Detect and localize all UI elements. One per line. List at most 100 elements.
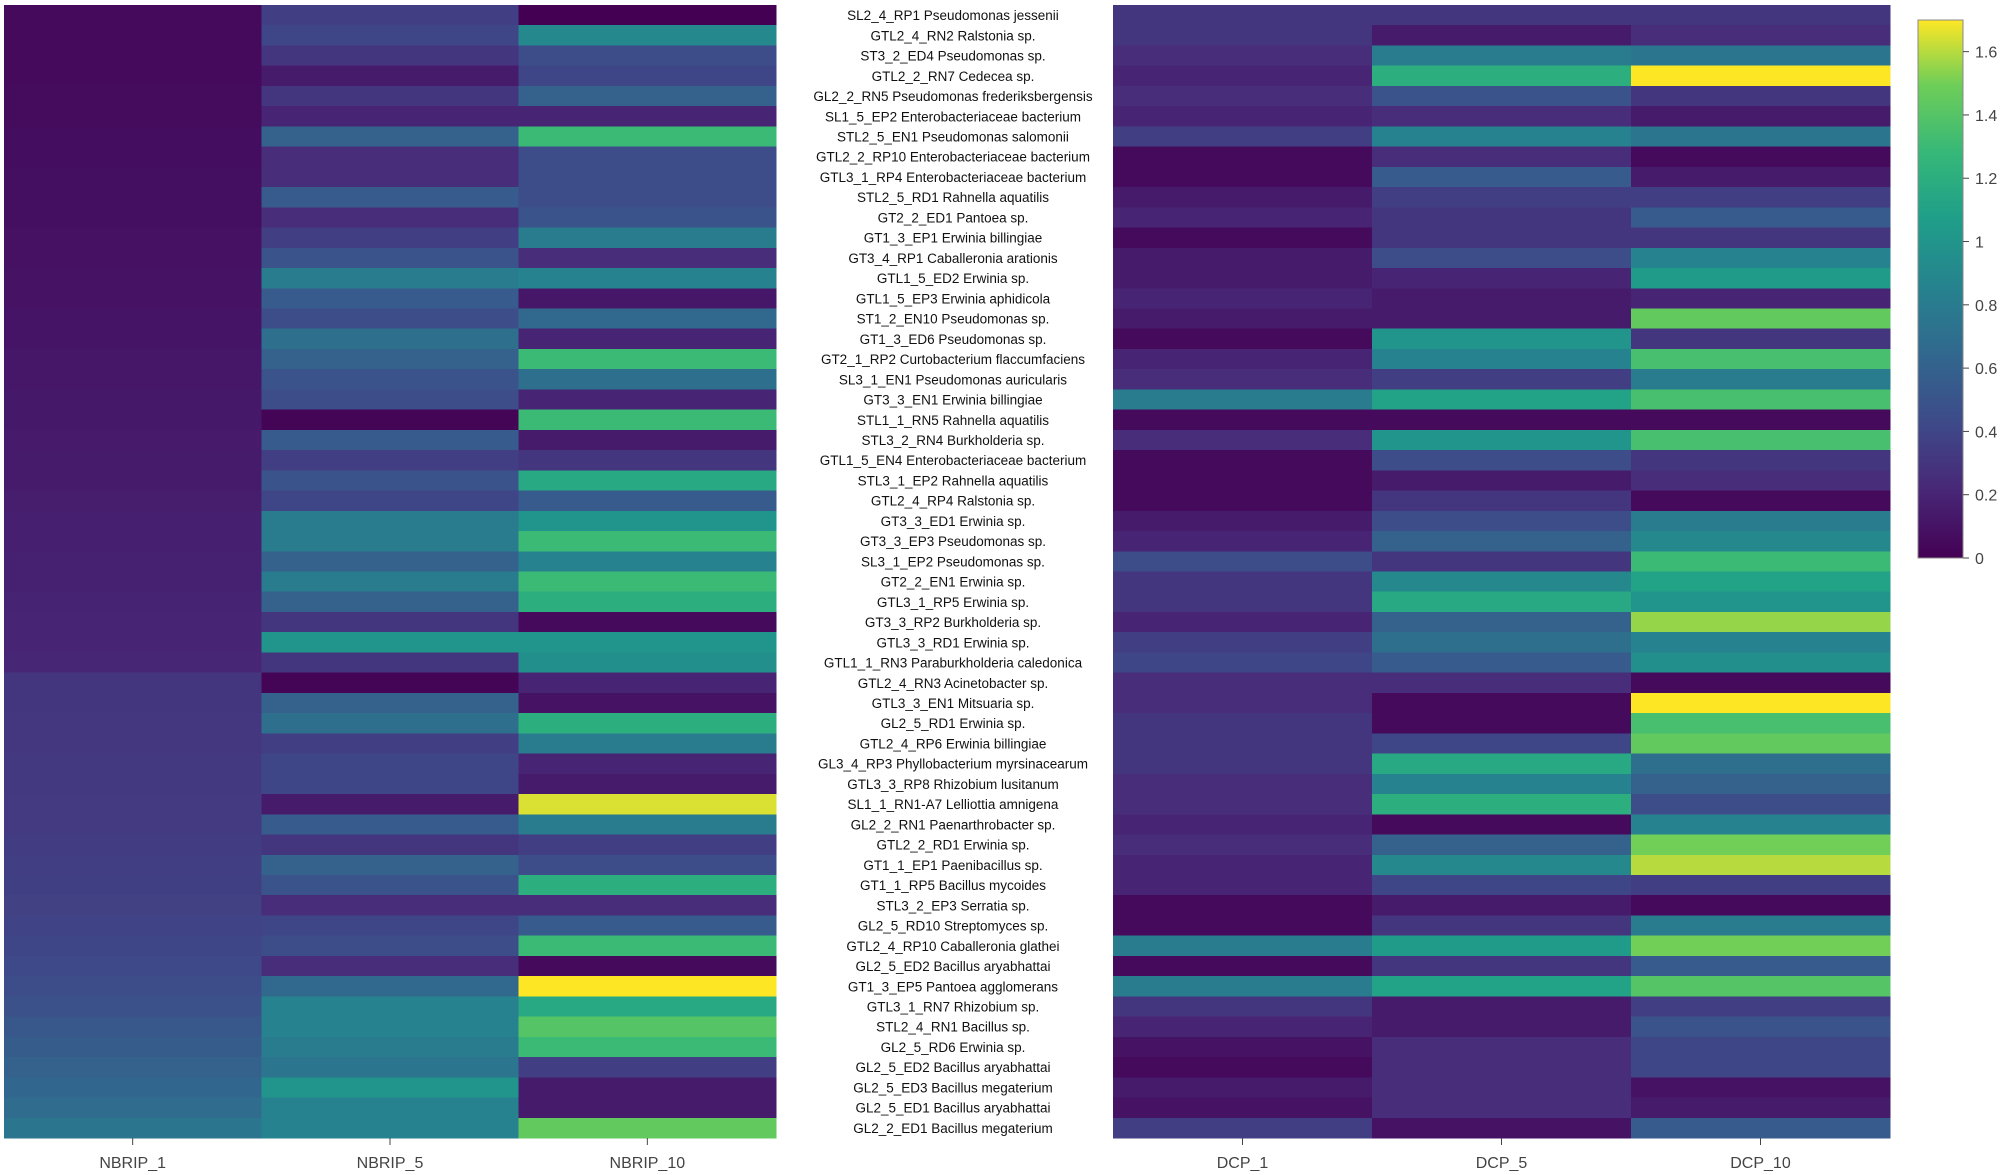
left-heatmap-cell (261, 328, 520, 350)
left-heatmap-cell (4, 85, 262, 107)
right-heatmap-cell (1113, 166, 1373, 188)
right-heatmap-cell (1372, 591, 1632, 613)
right-heatmap-cell (1372, 348, 1632, 370)
left-heatmap-cell (518, 85, 777, 107)
right-heatmap-cell (1113, 1097, 1373, 1119)
left-x-axis: NBRIP_1 NBRIP_5 NBRIP_10 (99, 1138, 685, 1172)
x-tick-label: NBRIP_10 (610, 1155, 686, 1172)
right-heatmap-cell (1113, 247, 1373, 269)
left-heatmap-cell (261, 207, 520, 229)
colorbar-tick-label: 0.2 (1975, 488, 1997, 505)
x-tick-label: NBRIP_5 (357, 1155, 424, 1172)
left-heatmap-cell (518, 65, 777, 87)
right-heatmap-cell (1113, 470, 1373, 492)
left-heatmap-cell (4, 470, 262, 492)
x-tick-label: DCP_1 (1217, 1155, 1269, 1172)
right-heatmap-cell (1113, 611, 1373, 633)
right-heatmap-cell (1113, 106, 1373, 127)
right-heatmap-cell (1631, 1077, 1891, 1099)
left-heatmap-cell (518, 591, 777, 613)
right-heatmap-cell (1631, 348, 1891, 370)
right-heatmap-cell (1631, 85, 1891, 107)
right-heatmap-cell (1631, 247, 1891, 269)
left-heatmap-cell (4, 531, 262, 552)
right-heatmap-cell (1113, 146, 1373, 168)
left-heatmap-cell (261, 672, 520, 694)
right-heatmap-cell (1631, 450, 1891, 471)
left-heatmap-cell (4, 106, 262, 127)
right-heatmap-cell (1631, 915, 1891, 937)
right-heatmap-cell (1372, 874, 1632, 896)
right-heatmap-cell (1113, 632, 1373, 654)
row-label: GT3_3_ED1 Erwinia sp. (881, 514, 1026, 529)
row-label: GTL3_3_EN1 Mitsuaria sp. (872, 696, 1035, 711)
left-heatmap-cell (518, 328, 777, 350)
right-heatmap-cell (1631, 571, 1891, 593)
right-heatmap-cell (1631, 976, 1891, 997)
left-heatmap-cell (518, 632, 777, 654)
right-heatmap-panel (1113, 5, 1891, 1139)
colorbar-tick-label: 1.2 (1975, 171, 1997, 188)
left-heatmap-cell (4, 935, 262, 957)
left-heatmap-cell (261, 126, 520, 148)
row-label: GL2_5_ED2 Bacillus aryabhattai (855, 959, 1050, 974)
left-heatmap-cell (261, 1036, 520, 1058)
right-heatmap-cell (1372, 1097, 1632, 1119)
left-heatmap-cell (261, 268, 520, 289)
row-label: SL1_5_EP2 Enterobacteriaceae bacterium (825, 109, 1081, 124)
left-heatmap-cell (261, 348, 520, 370)
left-heatmap-cell (261, 733, 520, 755)
row-label: GT3_4_RP1 Caballeronia arationis (848, 251, 1058, 266)
left-heatmap-cell (518, 5, 777, 26)
right-heatmap-cell (1631, 268, 1891, 289)
left-heatmap-cell (261, 106, 520, 127)
left-heatmap-cell (518, 207, 777, 229)
right-heatmap-cell (1631, 854, 1891, 876)
left-heatmap-cell (4, 591, 262, 613)
row-label: GTL3_1_RN7 Rhizobium sp. (867, 999, 1040, 1014)
colorbar-gradient (1917, 19, 1964, 559)
left-heatmap-cell (518, 996, 777, 1018)
right-heatmap-cell (1372, 207, 1632, 229)
row-label: STL1_1_RN5 Rahnella aquatilis (857, 413, 1049, 428)
left-heatmap-cell (4, 450, 262, 471)
row-label: GL2_5_RD10 Streptomyces sp. (858, 919, 1049, 934)
left-heatmap-cell (518, 652, 777, 674)
left-heatmap-cell (261, 1057, 520, 1078)
right-heatmap-cell (1372, 429, 1632, 451)
left-heatmap-cell (261, 551, 520, 573)
right-heatmap-cell (1372, 328, 1632, 350)
left-heatmap-cell (518, 389, 777, 411)
left-heatmap-cell (4, 551, 262, 573)
row-label: ST3_2_ED4 Pseudomonas sp. (860, 49, 1045, 64)
right-heatmap-cell (1113, 976, 1373, 997)
right-heatmap-cell (1113, 308, 1373, 330)
right-heatmap-cell (1113, 551, 1373, 573)
row-label: GTL1_1_RN3 Paraburkholderia caledonica (824, 656, 1083, 671)
right-heatmap-cell (1631, 227, 1891, 249)
right-heatmap-cell (1113, 1036, 1373, 1058)
left-heatmap-cell (261, 571, 520, 593)
left-heatmap-cell (4, 976, 262, 997)
left-heatmap-cell (4, 25, 262, 47)
row-label: GT1_3_EP5 Pantoea agglomerans (848, 979, 1058, 994)
right-heatmap-cell (1631, 369, 1891, 391)
left-heatmap-cell (4, 247, 262, 269)
row-label: GT1_1_EP1 Paenibacillus sp. (863, 858, 1042, 873)
left-heatmap-cell (261, 652, 520, 674)
left-heatmap-cell (4, 126, 262, 148)
row-labels: SL2_4_RP1 Pseudomonas jessenii GTL2_4_RN2… (813, 8, 1092, 1136)
left-heatmap-cell (261, 1097, 520, 1119)
right-heatmap-cell (1372, 288, 1632, 310)
right-heatmap-cell (1631, 672, 1891, 694)
right-heatmap-cell (1372, 794, 1632, 815)
left-heatmap-cell (518, 1077, 777, 1099)
right-heatmap-cell (1631, 1036, 1891, 1058)
right-heatmap-cell (1372, 895, 1632, 917)
left-heatmap-cell (518, 369, 777, 391)
right-heatmap-cell (1113, 389, 1373, 411)
left-heatmap-cell (518, 247, 777, 269)
right-heatmap-cell (1631, 288, 1891, 310)
row-label: GTL1_5_EN4 Enterobacteriaceae bacterium (820, 453, 1086, 468)
